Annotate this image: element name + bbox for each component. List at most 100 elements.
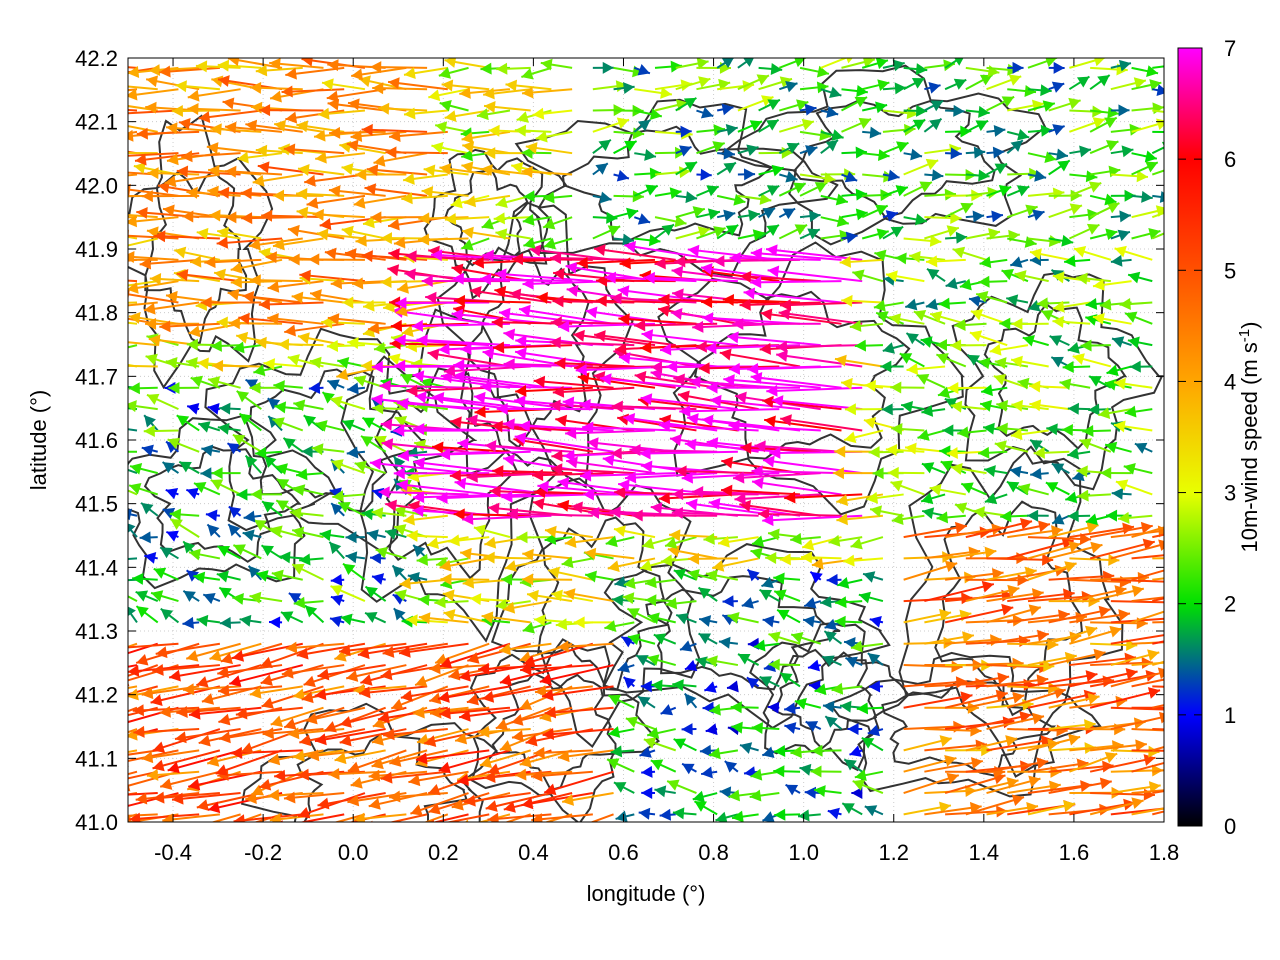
wind-arrow: [314, 685, 386, 701]
contour-line: [340, 308, 561, 643]
wind-arrow: [152, 663, 220, 676]
wind-arrow: [779, 671, 801, 688]
wind-arrow: [716, 103, 734, 116]
wind-arrow: [903, 521, 968, 539]
wind-arrow: [544, 525, 593, 539]
wind-arrow: [1134, 442, 1153, 454]
wind-arrow: [794, 698, 822, 710]
wind-arrow: [128, 642, 159, 655]
wind-arrow: [128, 183, 179, 197]
wind-arrow: [128, 400, 158, 413]
wind-arrow: [604, 620, 635, 632]
wind-arrow: [292, 685, 345, 701]
wind-arrow: [840, 377, 884, 390]
wind-arrow: [1131, 65, 1159, 77]
wind-arrow: [921, 404, 946, 417]
wind-arrow: [654, 785, 676, 798]
wind-arrow: [377, 102, 428, 115]
wind-arrow: [263, 455, 283, 474]
wind-arrow: [1152, 109, 1164, 113]
wind-arrow: [780, 414, 863, 432]
wind-arrow: [438, 448, 531, 461]
wind-arrow: [1069, 667, 1138, 688]
wind-arrow: [249, 591, 283, 604]
wind-arrow: [1089, 202, 1120, 219]
wind-arrow: [438, 749, 511, 774]
wind-arrow: [823, 630, 843, 645]
wind-arrow: [617, 661, 635, 673]
wind-arrow: [965, 794, 1025, 816]
wind-arrow: [267, 789, 324, 802]
wind-arrow: [1027, 151, 1057, 164]
wind-arrow: [345, 551, 366, 564]
wind-arrow: [654, 187, 682, 200]
wind-arrow: [799, 210, 821, 223]
wind-arrow: [388, 129, 448, 142]
wind-arrow: [737, 193, 772, 205]
wind-arrow: [784, 491, 863, 504]
wind-arrow: [716, 209, 736, 222]
wind-arrow: [460, 237, 490, 251]
wind-arrow: [1027, 540, 1081, 560]
wind-arrow: [1007, 85, 1037, 97]
wind-arrow: [1089, 538, 1156, 560]
wind-arrow: [689, 376, 780, 389]
wind-arrow: [1027, 800, 1076, 816]
wind-arrow: [364, 611, 387, 624]
wind-arrow: [624, 240, 718, 261]
wind-arrow: [734, 492, 821, 505]
wind-arrow: [1152, 728, 1164, 731]
wind-arrow: [1152, 704, 1164, 709]
wind-arrow: [211, 359, 262, 372]
wind-arrow: [373, 341, 407, 354]
wind-arrow: [210, 339, 241, 352]
wind-arrow: [330, 396, 366, 411]
wind-arrow: [196, 614, 221, 627]
x-tick-label: 0.0: [338, 840, 369, 865]
wind-arrow: [128, 279, 138, 283]
wind-arrow: [645, 594, 676, 607]
wind-arrow: [186, 487, 200, 500]
wind-arrow: [639, 746, 656, 758]
wind-arrow: [215, 749, 283, 776]
wind-arrow: [665, 597, 697, 610]
wind-arrow: [799, 81, 829, 94]
wind-arrow: [924, 580, 995, 603]
wind-arrow: [696, 106, 714, 119]
wind-arrow: [592, 162, 609, 176]
wind-arrow: [341, 225, 386, 240]
wind-arrow: [1069, 751, 1118, 773]
x-axis-label: longitude (°): [587, 881, 706, 906]
wind-arrow: [429, 706, 490, 719]
wind-arrow: [217, 684, 283, 697]
wind-arrow: [260, 642, 324, 669]
wind-arrow: [202, 592, 221, 605]
wind-arrow: [1014, 270, 1049, 283]
wind-arrow: [749, 789, 780, 802]
wind-arrow: [1030, 467, 1049, 480]
wind-arrow: [481, 164, 531, 177]
contour-line: [204, 327, 478, 554]
wind-arrow: [1048, 81, 1065, 93]
wind-arrow: [620, 635, 635, 648]
wind-arrow: [834, 354, 884, 368]
wind-arrow: [880, 360, 904, 373]
wind-arrow: [504, 557, 552, 572]
wind-arrow: [592, 117, 630, 133]
wind-arrow: [342, 296, 386, 309]
wind-arrow: [295, 468, 324, 481]
wind-arrow: [696, 208, 721, 221]
wind-arrow: [822, 700, 842, 713]
wind-arrow: [758, 62, 783, 75]
wind-arrow: [613, 233, 635, 246]
wind-arrow: [464, 194, 511, 208]
wind-arrow: [750, 247, 842, 261]
wind-arrow: [681, 723, 697, 736]
wind-arrow: [643, 271, 738, 284]
wind-arrow: [176, 706, 241, 718]
wind-arrow: [778, 207, 796, 220]
wind-arrow: [521, 792, 594, 810]
wind-arrow: [1100, 467, 1132, 480]
wind-arrow: [269, 813, 324, 822]
wind-arrow: [1045, 481, 1070, 496]
